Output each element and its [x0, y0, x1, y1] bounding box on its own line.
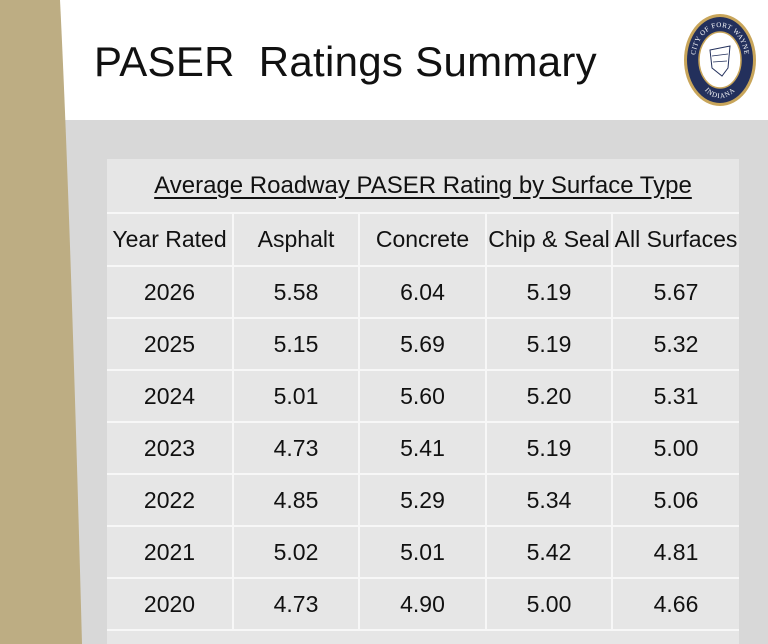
cell-all-surfaces: 5.32 — [612, 318, 739, 371]
cell-all-surfaces: 5.31 — [612, 370, 739, 423]
cell-year: 2020 — [107, 578, 234, 631]
svg-text:INDIANA: INDIANA — [703, 86, 737, 100]
city-seal-logo: CITY OF FORT WAYNE INDIANA — [682, 10, 758, 110]
cell-concrete: 5.60 — [359, 370, 487, 423]
cell-chip-and-seal: 5.34 — [486, 474, 613, 527]
header-year-rated: Year Rated — [107, 214, 234, 267]
cell-chip-and-seal: 5.19 — [486, 422, 613, 475]
paser-ratings-table: Year Rated Asphalt Concrete Chip & Seal … — [107, 214, 739, 631]
cell-concrete: 5.69 — [359, 318, 487, 371]
cell-asphalt: 5.02 — [233, 526, 360, 579]
cell-asphalt: 5.01 — [233, 370, 360, 423]
cell-year: 2023 — [107, 422, 234, 475]
cell-concrete: 6.04 — [359, 266, 487, 319]
cell-year: 2021 — [107, 526, 234, 579]
cell-asphalt: 5.58 — [233, 266, 360, 319]
cell-asphalt: 5.15 — [233, 318, 360, 371]
table-row: 2021 5.02 5.01 5.42 4.81 — [107, 526, 739, 579]
header-concrete: Concrete — [359, 214, 487, 267]
table-row: 2026 5.58 6.04 5.19 5.67 — [107, 266, 739, 319]
slide-title: PASER Ratings Summary — [94, 38, 597, 85]
cell-chip-and-seal: 5.00 — [486, 578, 613, 631]
cell-all-surfaces: 4.66 — [612, 578, 739, 631]
table-caption: Average Roadway PASER Rating by Surface … — [107, 159, 739, 214]
cell-all-surfaces: 5.67 — [612, 266, 739, 319]
table-row: 2020 4.73 4.90 5.00 4.66 — [107, 578, 739, 631]
header-asphalt: Asphalt — [233, 214, 360, 267]
cell-chip-and-seal: 5.20 — [486, 370, 613, 423]
cell-year: 2022 — [107, 474, 234, 527]
cell-concrete: 5.29 — [359, 474, 487, 527]
table-row: 2023 4.73 5.41 5.19 5.00 — [107, 422, 739, 475]
table-row: 2022 4.85 5.29 5.34 5.06 — [107, 474, 739, 527]
cell-year: 2025 — [107, 318, 234, 371]
cell-concrete: 4.90 — [359, 578, 487, 631]
table-row: 2024 5.01 5.60 5.20 5.31 — [107, 370, 739, 423]
cell-concrete: 5.41 — [359, 422, 487, 475]
seal-bottom-text: INDIANA — [703, 86, 736, 100]
paser-ratings-table-container: Average Roadway PASER Rating by Surface … — [107, 159, 739, 644]
table-header-row: Year Rated Asphalt Concrete Chip & Seal … — [107, 214, 739, 267]
cell-year: 2024 — [107, 370, 234, 423]
table-row: 2025 5.15 5.69 5.19 5.32 — [107, 318, 739, 371]
cell-asphalt: 4.85 — [233, 474, 360, 527]
cell-all-surfaces: 4.81 — [612, 526, 739, 579]
cell-all-surfaces: 5.00 — [612, 422, 739, 475]
cell-chip-and-seal: 5.42 — [486, 526, 613, 579]
cell-all-surfaces: 5.06 — [612, 474, 739, 527]
header-chip-and-seal: Chip & Seal — [486, 214, 613, 267]
cell-asphalt: 4.73 — [233, 422, 360, 475]
cell-concrete: 5.01 — [359, 526, 487, 579]
cell-chip-and-seal: 5.19 — [486, 318, 613, 371]
slide-header — [0, 0, 768, 120]
cell-asphalt: 4.73 — [233, 578, 360, 631]
cell-chip-and-seal: 5.19 — [486, 266, 613, 319]
cell-year: 2026 — [107, 266, 234, 319]
header-all-surfaces: All Surfaces — [612, 214, 739, 267]
